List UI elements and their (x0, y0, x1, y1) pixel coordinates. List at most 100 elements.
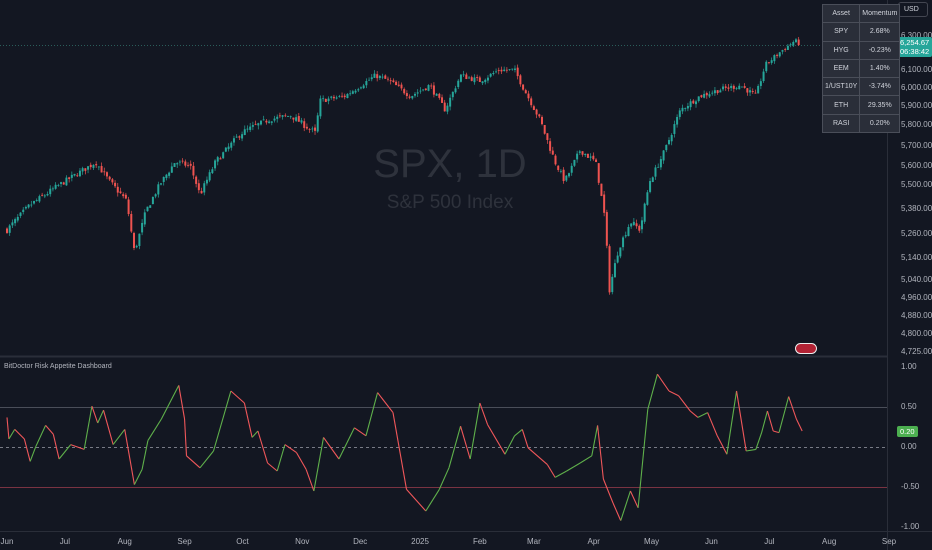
candle (143, 212, 146, 225)
candle (622, 237, 625, 248)
momentum-cell: 0.20% (859, 113, 901, 134)
oscillator-segment (58, 444, 72, 460)
candle (119, 191, 122, 194)
oscillator-segment (91, 406, 99, 424)
candle (459, 74, 462, 82)
oscillator-segment (141, 440, 149, 470)
candle (238, 136, 241, 138)
candle (8, 225, 11, 233)
oscillator-segment (487, 424, 506, 455)
oscillator-segment (23, 438, 31, 462)
candle (424, 88, 427, 91)
candle (500, 69, 503, 72)
candle (389, 80, 392, 82)
candle (627, 227, 630, 237)
price-axis-label: 5,040.00 (901, 275, 932, 284)
candle (165, 174, 168, 179)
candle (184, 161, 187, 166)
candle (430, 85, 433, 87)
candle (776, 54, 779, 56)
oscillator-segment (276, 444, 286, 472)
candle (432, 85, 435, 95)
indicator-title[interactable]: BitDoctor Risk Appetite Dashboard (4, 363, 112, 370)
oscillator-segment (102, 410, 114, 445)
currency-button[interactable]: USD (898, 2, 928, 17)
candle (422, 89, 425, 91)
candle (386, 78, 389, 80)
candle (484, 79, 487, 83)
candle (505, 69, 508, 71)
candle (341, 95, 344, 97)
candle (73, 173, 76, 176)
candle (716, 90, 719, 94)
candle (600, 183, 603, 196)
candle (530, 98, 533, 106)
asset-cell: ETH (821, 95, 861, 115)
candle (251, 125, 254, 127)
candle (262, 119, 265, 121)
candle (524, 90, 527, 94)
bar-countdown: 06:38:42 (900, 47, 930, 56)
candle (195, 176, 198, 184)
time-axis-label: Sep (177, 537, 192, 546)
indicator-axis-label: 0.50 (901, 402, 917, 411)
candle (314, 127, 317, 131)
candle (135, 245, 138, 248)
candle (619, 247, 622, 257)
oscillator-segment (469, 402, 481, 460)
candle (405, 93, 408, 97)
candle (265, 120, 268, 123)
oscillator-segment (257, 430, 269, 464)
candles (6, 36, 800, 295)
candle (595, 159, 598, 162)
candle (170, 166, 173, 173)
oscillator-segment (656, 373, 670, 392)
candle (327, 98, 330, 102)
candle (451, 91, 454, 98)
candle (222, 152, 225, 159)
candle (14, 219, 17, 224)
table-row: 1/UST10Y -3.74% (821, 77, 901, 97)
candle (95, 164, 98, 166)
price-axis-label: 5,700.00 (901, 141, 932, 150)
oscillator-segment (184, 418, 188, 456)
candle (287, 116, 290, 117)
us-flag-icon[interactable] (795, 343, 817, 354)
price-axis-label: 5,800.00 (901, 120, 932, 129)
candle (243, 129, 246, 136)
candle (705, 93, 708, 96)
candle (105, 172, 108, 177)
candle (400, 84, 403, 89)
candle (465, 74, 468, 80)
candle (549, 141, 552, 151)
candle (70, 174, 73, 178)
price-axis-label: 4,725.00 (901, 347, 932, 356)
candle (305, 126, 308, 129)
candle (157, 184, 160, 195)
candle (130, 213, 133, 232)
candle (749, 90, 752, 93)
candle (454, 88, 457, 93)
candle (670, 134, 673, 142)
candle (584, 153, 587, 156)
candle (362, 85, 365, 89)
oscillator-segment (597, 425, 604, 480)
oscillator-segment (305, 469, 315, 492)
table-row: SPY 2.68% (821, 22, 901, 42)
candle (335, 97, 338, 99)
candle (65, 177, 68, 186)
candle (108, 176, 111, 180)
candle (370, 77, 373, 80)
candle (295, 117, 298, 121)
candle (384, 75, 387, 79)
candle (343, 95, 346, 98)
oscillator-segment (591, 425, 599, 456)
candle (54, 184, 57, 189)
candle (19, 212, 22, 216)
candle (616, 255, 619, 263)
candle (462, 74, 465, 76)
candle (708, 94, 711, 97)
candle (197, 183, 200, 191)
candle (441, 97, 444, 103)
